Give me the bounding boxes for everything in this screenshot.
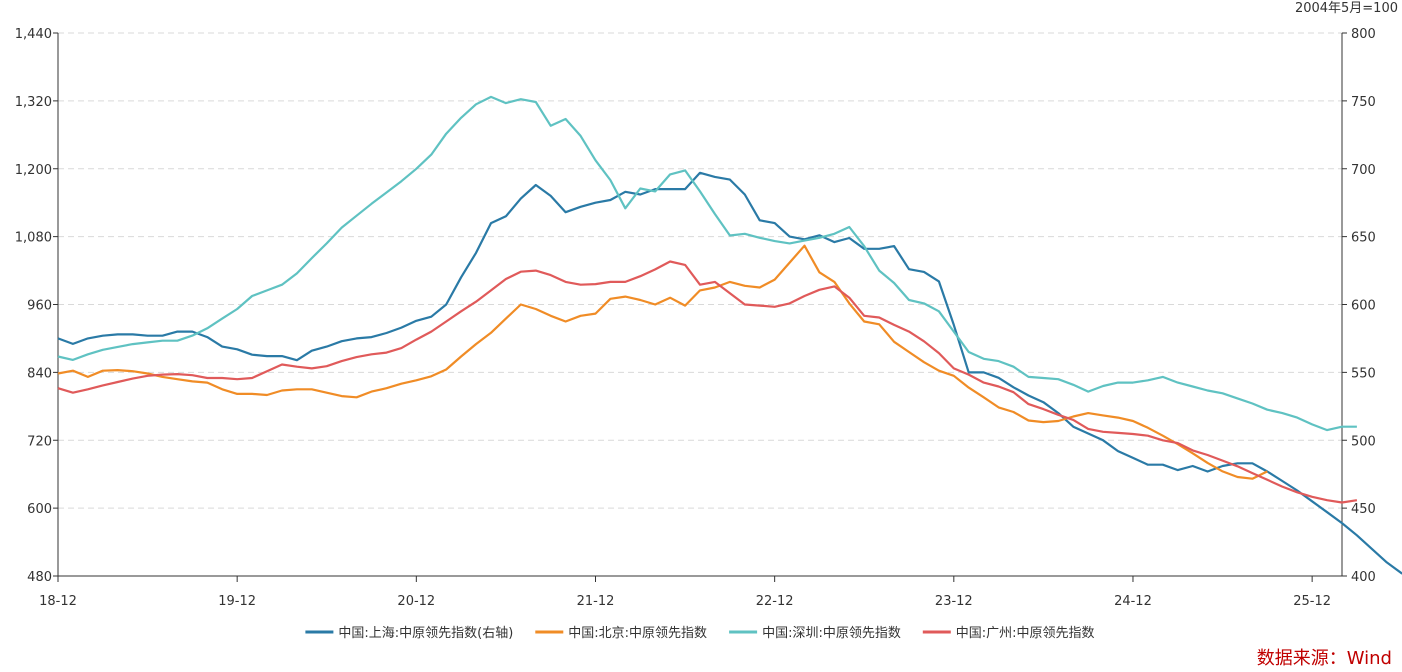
series-line-3 (57, 95, 1357, 432)
legend-item-2[interactable]: 中国:北京:中原领先指数 (535, 626, 707, 641)
y-left-tick-label: 840 (27, 366, 52, 381)
legend-label: 中国:北京:中原领先指数 (568, 626, 707, 641)
series-line-2 (57, 244, 1268, 480)
y-right-tick-label: 450 (1351, 502, 1376, 517)
y-left-tick-label: 1,320 (15, 95, 52, 110)
legend-item-1[interactable]: 中国:上海:中原领先指数(右轴) (305, 626, 513, 641)
axes: 480 600 720 840 960 1,080 1,200 1,320 1,440 400 45… (15, 27, 1376, 609)
x-tick-label: 24-12 (1114, 594, 1152, 609)
x-tick-label: 23-12 (935, 594, 973, 609)
legend: 中国:上海:中原领先指数(右轴) 中国:北京:中原领先指数 中国:深圳:中原领先指数… (305, 626, 1095, 641)
y-left-tick-label: 600 (27, 502, 52, 517)
y-right-tick-label: 550 (1351, 366, 1376, 381)
x-tick-label: 20-12 (397, 594, 435, 609)
legend-label: 中国:上海:中原领先指数(右轴) (338, 626, 513, 641)
y-left-tick-label: 1,440 (15, 27, 52, 42)
x-tick-label: 21-12 (577, 594, 615, 609)
y-left-tick-label: 720 (27, 434, 52, 449)
y-right-tick-label: 750 (1351, 95, 1376, 110)
series-line-4 (57, 260, 1358, 504)
legend-label: 中国:深圳:中原领先指数 (762, 626, 901, 641)
y-right-tick-label: 650 (1351, 231, 1376, 246)
series-layer (57, 95, 1402, 575)
legend-label: 中国:广州:中原领先指数 (956, 626, 1095, 641)
y-left-tick-label: 480 (27, 570, 52, 585)
y-right-tick-label: 800 (1351, 27, 1376, 42)
x-tick-label: 18-12 (39, 594, 77, 609)
y-right-tick-label: 700 (1351, 163, 1376, 178)
legend-item-3[interactable]: 中国:深圳:中原领先指数 (729, 626, 901, 641)
source-note: 数据来源：Wind (1256, 648, 1392, 669)
y-right-tick-label: 400 (1351, 570, 1376, 585)
x-tick-label: 22-12 (756, 594, 794, 609)
y-left-tick-label: 1,080 (15, 231, 52, 246)
series-line-1 (57, 171, 1402, 575)
gridlines (58, 32, 1342, 509)
y-right-tick-label: 600 (1351, 299, 1376, 314)
legend-item-4[interactable]: 中国:广州:中原领先指数 (922, 626, 1095, 641)
y-left-tick-label: 960 (27, 299, 52, 314)
x-tick-label: 19-12 (218, 594, 256, 609)
right-axis-unit-label: 2004年5月=100 (1295, 1, 1398, 16)
x-tick-label: 25-12 (1293, 594, 1331, 609)
y-left-tick-label: 1,200 (15, 163, 52, 178)
y-right-tick-label: 500 (1351, 434, 1376, 449)
